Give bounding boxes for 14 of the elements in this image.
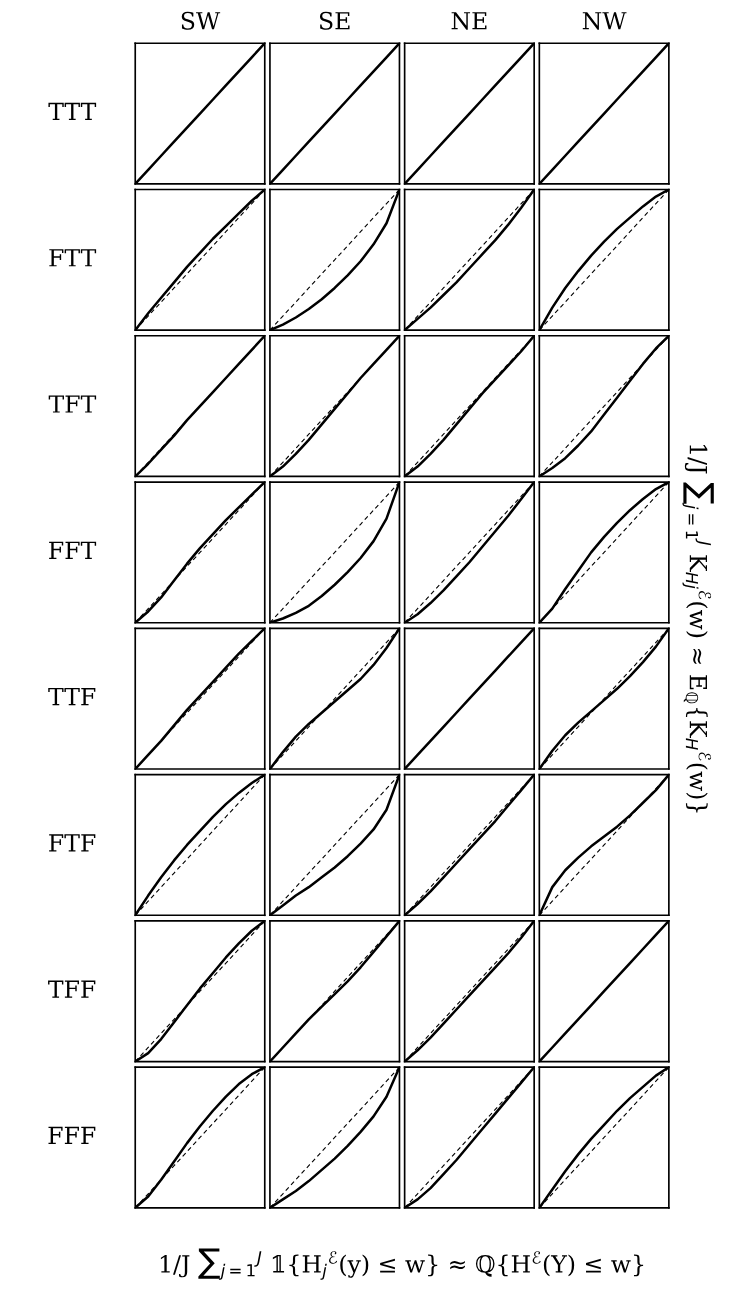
chart-title: NW <box>582 12 627 30</box>
y-axis-title: FFT <box>49 541 97 559</box>
y-axis-title: TFF <box>48 980 96 998</box>
chart-title: SE <box>319 11 350 30</box>
text: 1/J ∑$_{j=1}$$^{J}$ K$_{Hj}$$^{ℰ}$(w) ≈ E$_{ℚ}${K$_{H}$$^{ℰ}$(w)} <box>682 444 714 813</box>
chart-title: NE <box>451 12 487 30</box>
y-axis-title: FTT <box>49 249 97 267</box>
y-axis-title: TTT <box>48 102 97 121</box>
y-axis-title: TFT <box>48 395 97 413</box>
y-axis-title: FTF <box>49 834 96 852</box>
y-axis-title: TTF <box>48 687 96 706</box>
text: 1/J ∑$_{j=1}$$^{J}$ 𝟙{H$_{j}$$^{ℰ}$(y) ≤ w} ≈ ℚ{H$^{ℰ}$(Y) ≤ w} <box>160 1248 644 1280</box>
chart-title: SW <box>181 11 221 30</box>
y-axis-title: FFF <box>48 1126 96 1145</box>
